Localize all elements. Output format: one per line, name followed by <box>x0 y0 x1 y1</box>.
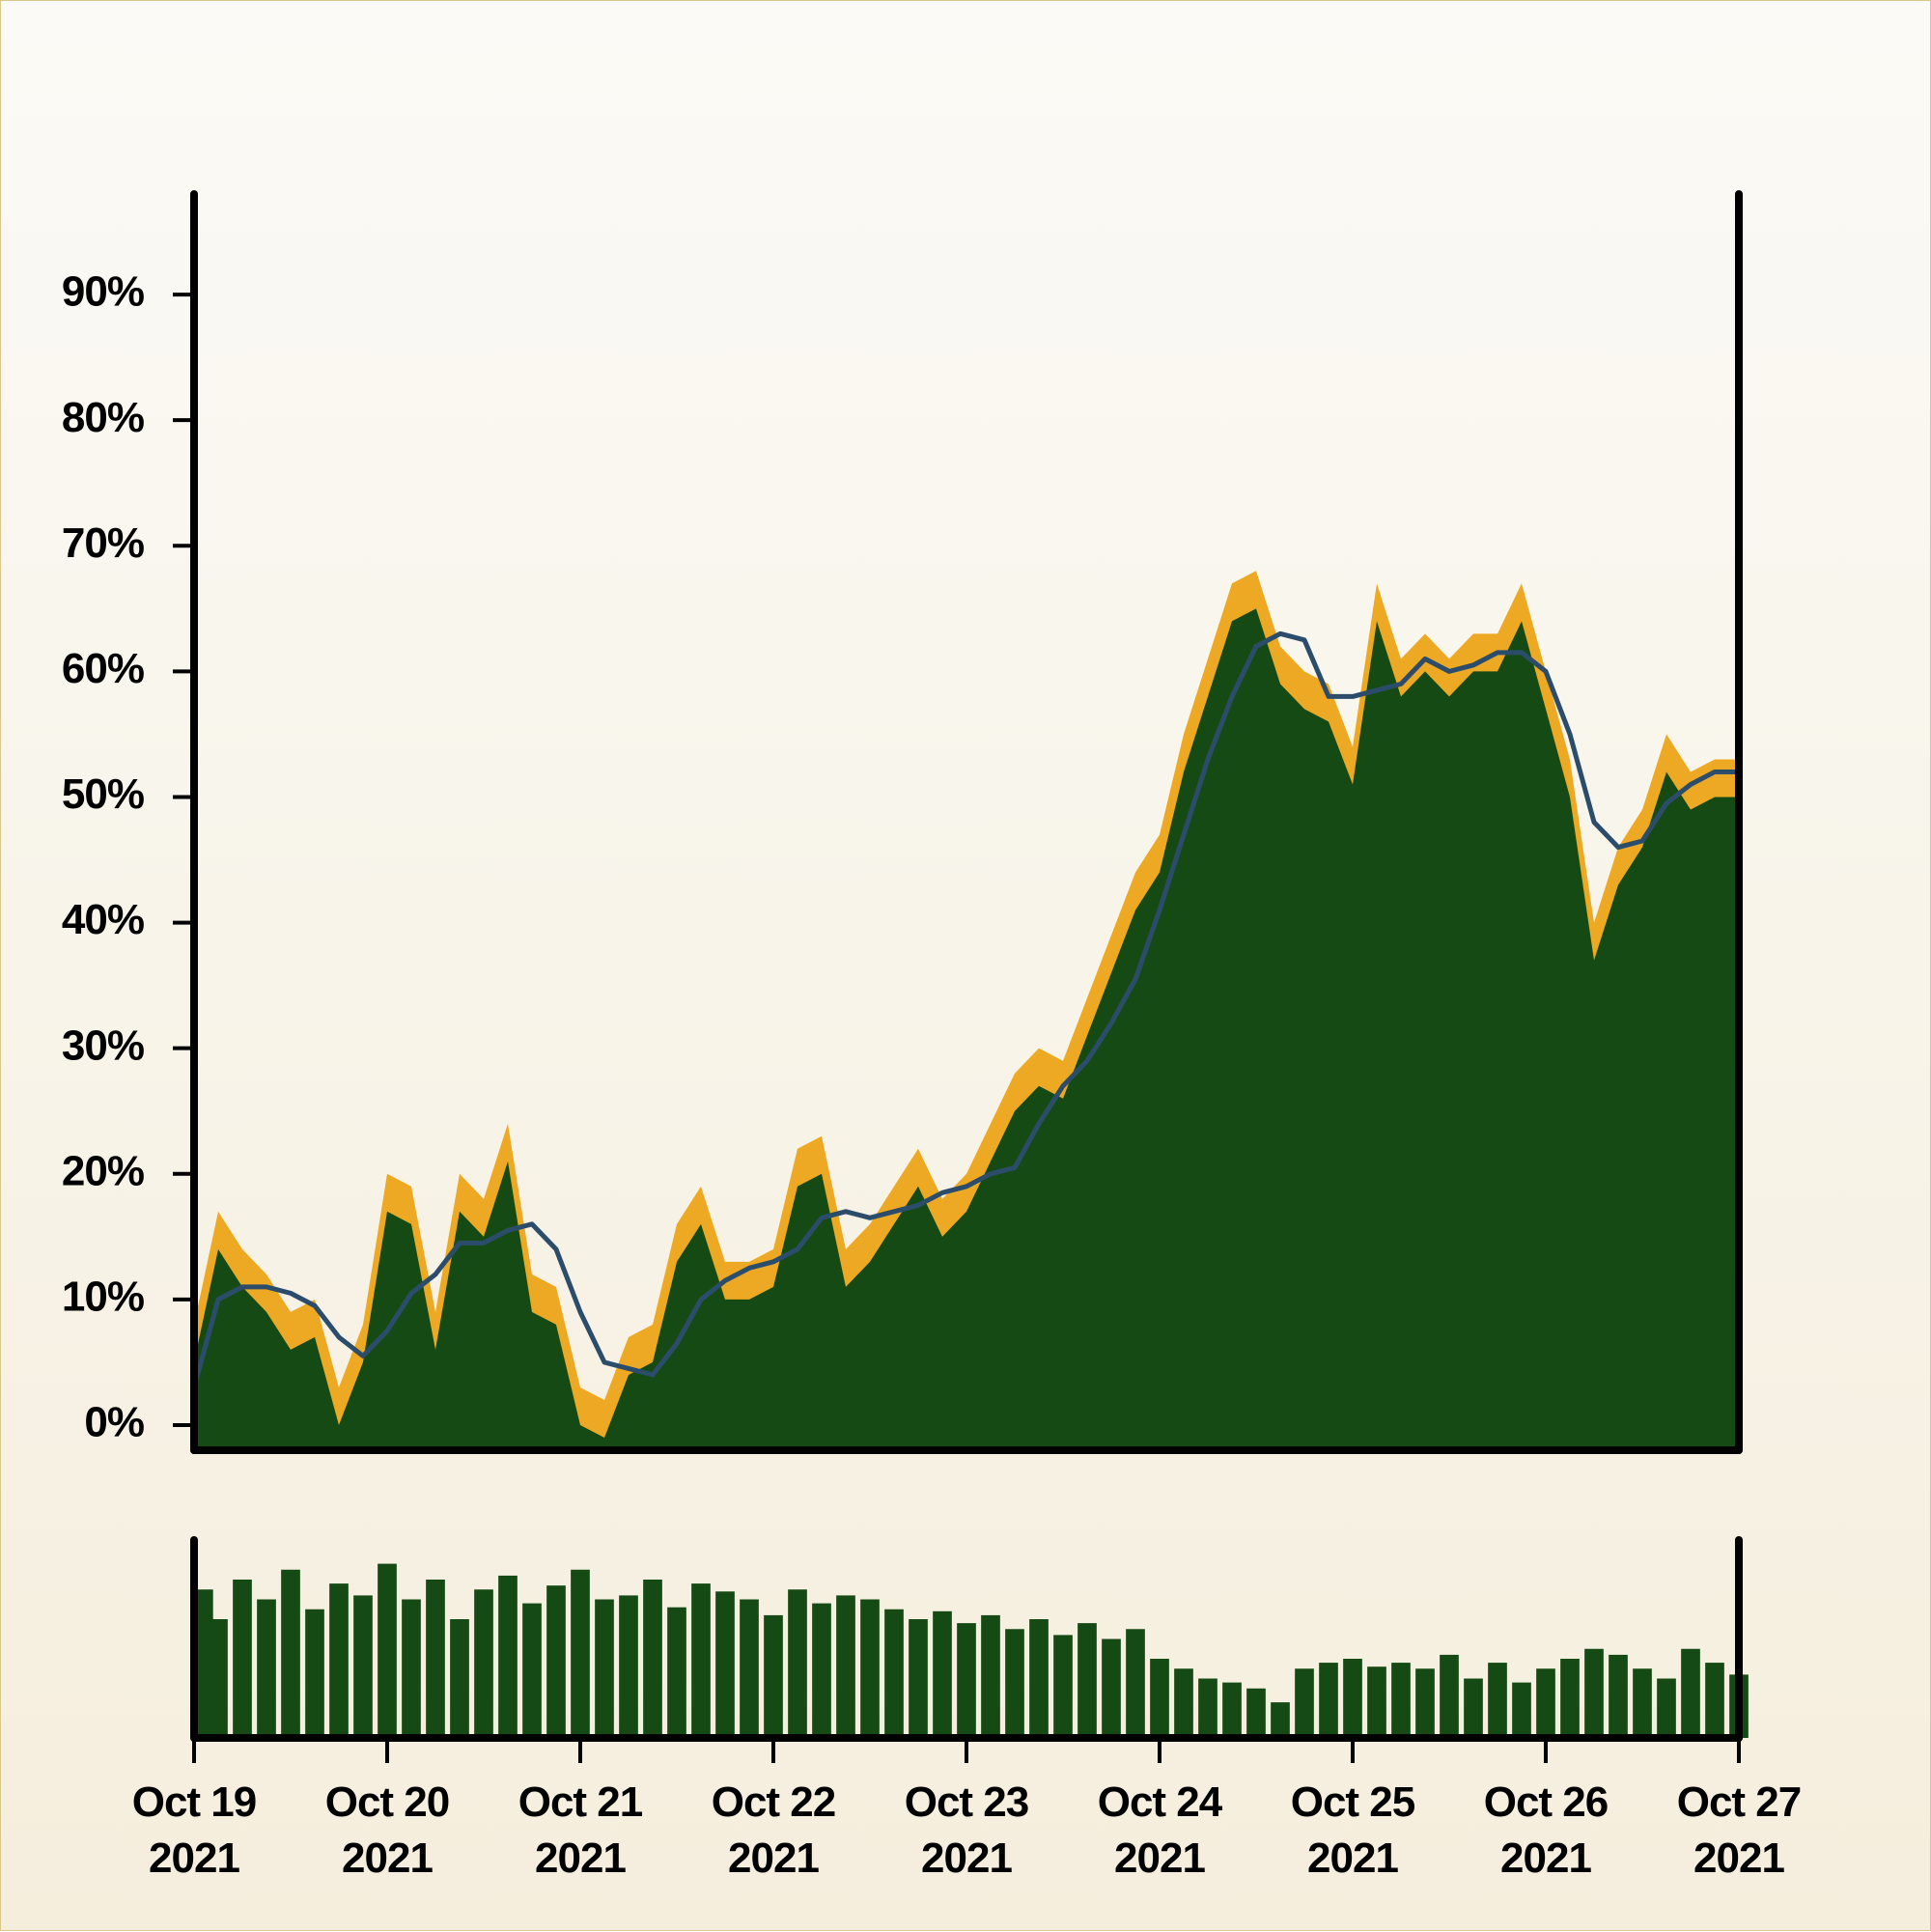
volume-bar <box>402 1599 421 1738</box>
volume-bar <box>1609 1654 1628 1738</box>
x-tick-label: Oct 20 2021 <box>324 1778 451 1882</box>
volume-bar <box>305 1609 324 1738</box>
volume-bar <box>426 1580 445 1738</box>
volume-bar <box>643 1580 662 1738</box>
volume-bar <box>209 1619 228 1738</box>
volume-bar <box>1102 1638 1121 1738</box>
y-tick-label: 90% <box>62 268 144 316</box>
volume-bar <box>860 1599 880 1738</box>
y-tick-label: 10% <box>62 1274 144 1321</box>
volume-bar <box>474 1589 493 1738</box>
x-tick-label: Oct 26 2021 <box>1483 1778 1609 1882</box>
x-tick-label: Oct 19 2021 <box>131 1778 258 1882</box>
volume-bar <box>667 1607 686 1738</box>
volume-bar <box>715 1591 735 1738</box>
volume-bar <box>1126 1629 1145 1738</box>
volume-bar <box>1077 1623 1097 1738</box>
volume-bar <box>1536 1668 1555 1738</box>
x-tick-label: Oct 21 2021 <box>518 1778 644 1882</box>
y-tick-label: 70% <box>62 519 144 567</box>
volume-bar <box>194 1589 213 1738</box>
volume-bar <box>1271 1702 1290 1738</box>
volume-bar <box>1367 1666 1386 1738</box>
volume-bar <box>1705 1663 1724 1738</box>
volume-bar <box>281 1569 300 1738</box>
volume-bar <box>788 1589 807 1738</box>
volume-bar <box>1246 1688 1266 1738</box>
volume-bar <box>257 1599 276 1738</box>
volume-bar <box>1681 1648 1700 1738</box>
volume-bar <box>1053 1635 1073 1738</box>
x-tick-label: Oct 27 2021 <box>1676 1778 1803 1882</box>
volume-bar <box>1005 1629 1024 1738</box>
volume-bar <box>1584 1648 1604 1738</box>
volume-bar <box>1415 1668 1435 1738</box>
volume-bar <box>909 1619 928 1738</box>
x-tick-label: Oct 25 2021 <box>1290 1778 1416 1882</box>
volume-bar <box>933 1610 952 1738</box>
y-tick-label: 60% <box>62 645 144 692</box>
y-tick-label: 80% <box>62 394 144 441</box>
volume-bar <box>836 1595 855 1738</box>
volume-bar <box>740 1599 759 1738</box>
volume-bar <box>1560 1659 1580 1738</box>
y-tick-label: 50% <box>62 770 144 818</box>
volume-bar <box>1150 1659 1169 1738</box>
volume-bar <box>1488 1663 1507 1738</box>
volume-bar <box>1174 1668 1193 1738</box>
volume-bar <box>1391 1663 1411 1738</box>
y-tick-label: 30% <box>62 1022 144 1069</box>
volume-bar <box>522 1603 542 1738</box>
volume-bar <box>619 1595 638 1738</box>
area <box>194 608 1739 1450</box>
line <box>194 630 1739 1388</box>
volume-bar <box>329 1583 349 1738</box>
volume-bar <box>233 1580 252 1738</box>
volume-bar <box>1633 1668 1652 1738</box>
volume-bar <box>1198 1678 1217 1738</box>
volume-bar <box>884 1609 904 1738</box>
volume-bar <box>450 1619 469 1738</box>
x-tick-label: Oct 23 2021 <box>904 1778 1030 1882</box>
volume-bar <box>764 1614 783 1738</box>
volume-bar <box>1512 1682 1531 1738</box>
volume-bar <box>812 1603 831 1738</box>
volume-bar <box>981 1614 1000 1738</box>
y-tick-label: 0% <box>84 1399 144 1446</box>
volume-bar <box>498 1575 518 1738</box>
volume-bar <box>1029 1619 1049 1738</box>
volume-bar <box>571 1569 590 1738</box>
volume-bar <box>1440 1654 1459 1738</box>
volume-bar <box>378 1563 397 1738</box>
volume-bar <box>1295 1668 1314 1738</box>
x-tick-label: Oct 24 2021 <box>1097 1778 1223 1882</box>
volume-bar <box>1657 1678 1676 1738</box>
volume-bar <box>1222 1682 1242 1738</box>
volume-bar <box>1343 1659 1362 1738</box>
y-tick-label: 20% <box>62 1147 144 1194</box>
volume-bar <box>1464 1678 1483 1738</box>
volume-bar <box>957 1623 976 1738</box>
volume-bar <box>691 1583 711 1738</box>
volume-bar <box>353 1595 373 1738</box>
volume-bar <box>595 1599 614 1738</box>
volume-bar <box>546 1585 566 1738</box>
y-tick-label: 40% <box>62 896 144 943</box>
x-tick-label: Oct 22 2021 <box>711 1778 837 1882</box>
volume-bar <box>1319 1663 1338 1738</box>
